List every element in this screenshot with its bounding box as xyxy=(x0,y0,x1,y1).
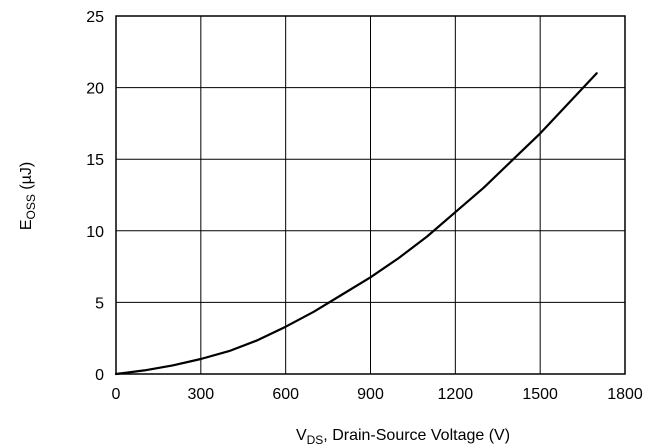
x-tick-label-0: 0 xyxy=(112,386,121,403)
y-tick-label-10: 10 xyxy=(86,224,104,241)
y-tick-label-0: 0 xyxy=(95,367,104,384)
y-axis-title: EOSS (µJ) xyxy=(18,162,38,230)
y-tick-label-5: 5 xyxy=(95,295,104,312)
plot-frame xyxy=(115,15,626,375)
y-axis-ticks: 0 5 10 15 20 25 xyxy=(86,9,104,384)
y-axis-title-rest: (µJ) xyxy=(18,162,35,194)
x-tick-label-300: 300 xyxy=(187,386,214,403)
x-tick-label-600: 600 xyxy=(272,386,299,403)
x-axis-title-subscript: DS xyxy=(307,433,324,447)
x-axis-title-main: V xyxy=(296,427,307,444)
x-axis-title: VDS, Drain-Source Voltage (V) xyxy=(296,427,510,447)
grid xyxy=(116,16,625,374)
x-tick-label-1200: 1200 xyxy=(438,386,474,403)
series-layer xyxy=(114,72,598,376)
x-tick-label-1800: 1800 xyxy=(607,386,643,403)
y-tick-label-20: 20 xyxy=(86,81,104,98)
x-axis-title-rest: , Drain-Source Voltage (V) xyxy=(323,427,510,444)
y-tick-label-25: 25 xyxy=(86,9,104,26)
x-tick-label-1500: 1500 xyxy=(522,386,558,403)
y-axis-title-main: E xyxy=(18,220,35,231)
y-axis-title-subscript: OSS xyxy=(24,194,38,219)
x-axis-ticks: 0 300 600 900 1200 1500 1800 xyxy=(112,386,643,403)
y-tick-label-15: 15 xyxy=(86,152,104,169)
series-line-1 xyxy=(114,72,598,376)
x-tick-label-900: 900 xyxy=(357,386,384,403)
